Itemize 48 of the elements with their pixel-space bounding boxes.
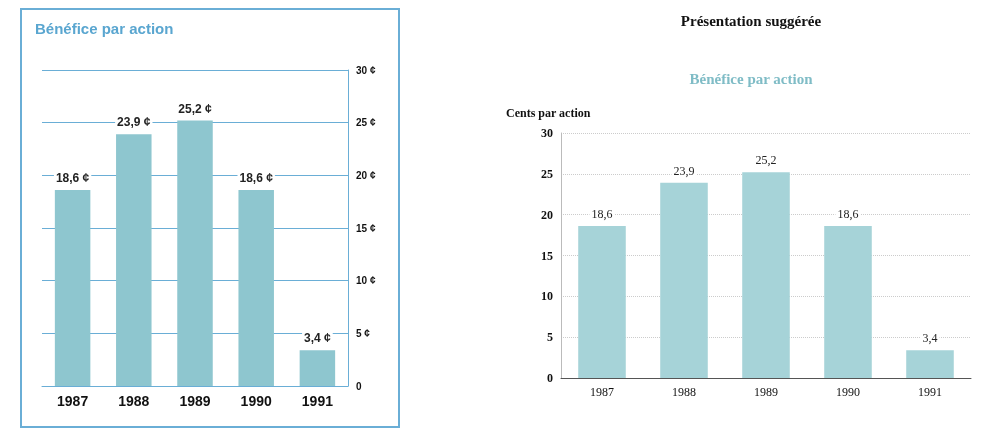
- y-tick-label: 5 ¢: [356, 327, 371, 339]
- bar: [54, 190, 91, 386]
- y-tick-label: 20: [541, 207, 553, 222]
- y-tick-label: 30: [541, 126, 553, 140]
- x-tick-label: 1990: [240, 393, 272, 409]
- bar: [299, 350, 336, 386]
- bar: [578, 226, 626, 378]
- x-tick-label: 1989: [179, 393, 211, 409]
- y-tick-label: 25: [541, 166, 553, 181]
- y-tick-label: 5: [547, 330, 553, 345]
- y-tick-label: 20 ¢: [356, 169, 376, 181]
- x-tick-label: 1990: [836, 385, 860, 399]
- y-tick-label: 15 ¢: [356, 222, 376, 234]
- bar: [116, 134, 152, 386]
- data-label: 3,4: [922, 331, 938, 346]
- x-tick-label: 1988: [672, 385, 696, 399]
- chart-title: Bénéfice par action: [35, 20, 174, 37]
- data-label: 25,2 ¢: [178, 101, 212, 116]
- data-label: 18,6: [837, 207, 859, 222]
- data-label: 23,9 ¢: [117, 115, 151, 130]
- x-tick-label: 1991: [918, 385, 942, 399]
- y-tick-label: 10 ¢: [356, 275, 376, 287]
- y-tick-label: 10: [541, 289, 553, 304]
- y-tick-label: 0: [356, 380, 362, 392]
- x-tick-label: 1988: [118, 393, 150, 409]
- data-label: 25,2: [755, 153, 777, 168]
- data-label: 23,9: [673, 163, 695, 178]
- bar: [177, 120, 213, 386]
- chart-subtitle: Bénéfice par action: [689, 70, 814, 87]
- bar: [742, 172, 790, 378]
- x-tick-label: 1987: [590, 385, 614, 399]
- x-tick-label: 1991: [301, 393, 334, 409]
- x-tick-label: 1989: [754, 385, 778, 399]
- data-label: 3,4 ¢: [304, 331, 332, 346]
- data-label: 18,6 ¢: [55, 171, 90, 186]
- y-tick-label: 30 ¢: [356, 64, 376, 76]
- bar: [824, 226, 872, 378]
- bar: [238, 190, 274, 386]
- x-tick-label: 1987: [57, 393, 89, 409]
- y-tick-label: 15: [541, 248, 553, 263]
- chart-title: Présentation suggérée: [680, 12, 822, 29]
- data-label: 18,6 ¢: [239, 171, 274, 186]
- bar: [906, 350, 954, 378]
- y-axis-title: Cents par action: [506, 106, 591, 120]
- bar: [660, 182, 708, 378]
- y-tick-label: 0: [547, 371, 553, 385]
- y-tick-label: 25 ¢: [356, 117, 376, 129]
- data-label: 18,6: [591, 207, 613, 222]
